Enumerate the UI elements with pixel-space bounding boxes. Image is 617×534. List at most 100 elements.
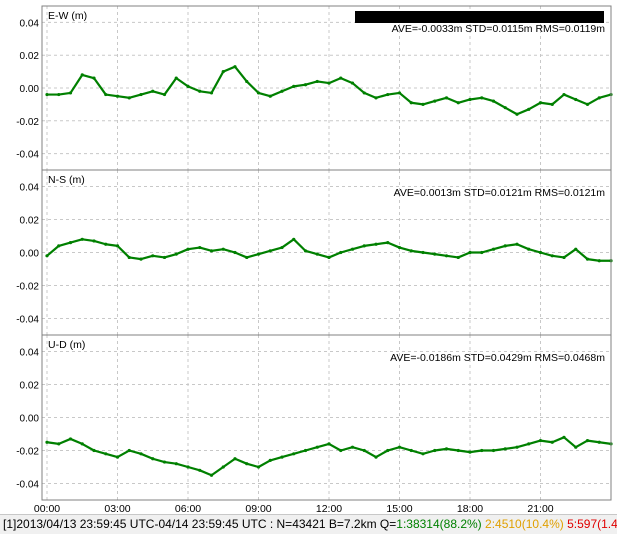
data-point	[362, 448, 366, 453]
data-point	[186, 84, 190, 88]
series-segment	[233, 251, 248, 259]
series-segment	[186, 85, 201, 93]
data-point	[562, 92, 566, 97]
data-point	[444, 96, 449, 100]
data-point	[315, 252, 319, 256]
series-segment	[163, 77, 178, 96]
data-point	[574, 445, 578, 449]
series-segment	[233, 65, 248, 83]
series-segment	[586, 439, 601, 444]
data-point	[597, 259, 601, 263]
data-point	[562, 255, 566, 260]
series-segment	[69, 73, 84, 95]
data-point	[480, 250, 484, 255]
data-point	[327, 442, 331, 446]
series-segment	[269, 246, 284, 252]
series-segment	[363, 449, 378, 459]
data-point	[57, 92, 61, 97]
series-segment	[410, 249, 425, 254]
data-point	[174, 252, 178, 256]
series-segment	[374, 449, 389, 459]
series-segment	[398, 246, 413, 252]
series-segment	[245, 80, 260, 95]
y-tick-label: -0.02	[16, 117, 39, 128]
data-point	[221, 465, 225, 469]
data-point	[350, 247, 355, 251]
series-segment	[104, 452, 119, 459]
data-point	[538, 101, 543, 105]
data-point	[444, 254, 449, 258]
series-segment	[316, 80, 331, 85]
data-point	[433, 448, 437, 453]
series-segment	[139, 452, 154, 460]
series-segment	[116, 95, 131, 99]
series-segment	[539, 101, 554, 106]
data-point	[280, 245, 284, 250]
series-segment	[198, 90, 213, 95]
data-point	[151, 89, 155, 93]
data-point	[104, 452, 108, 456]
data-point	[374, 242, 378, 246]
data-point	[550, 440, 554, 444]
series-segment	[586, 96, 601, 106]
data-point	[433, 252, 437, 256]
data-point	[221, 247, 225, 251]
data-point	[515, 242, 519, 246]
data-point	[456, 255, 460, 260]
y-tick-label: 0.02	[20, 51, 40, 62]
data-point	[68, 437, 73, 441]
data-point	[292, 237, 296, 241]
series-segment	[245, 253, 260, 259]
series-segment	[480, 248, 495, 254]
y-tick-label: 0.02	[20, 381, 40, 392]
y-tick-label: 0.00	[20, 84, 40, 95]
series-segment	[104, 243, 119, 247]
series-segment	[280, 452, 295, 459]
series-segment	[269, 90, 284, 98]
series-segment	[468, 449, 483, 454]
data-point	[92, 76, 96, 80]
data-point	[409, 249, 413, 253]
series-segment	[586, 258, 601, 262]
series-segment	[69, 437, 84, 445]
series-segment	[598, 441, 613, 445]
series-segment	[222, 248, 237, 254]
data-point	[92, 239, 96, 243]
data-point	[245, 462, 249, 466]
series-segment	[222, 65, 237, 73]
data-point	[233, 250, 237, 255]
data-point	[491, 247, 496, 251]
data-point	[386, 241, 390, 245]
data-point	[491, 448, 496, 453]
data-point	[303, 83, 308, 87]
data-point	[362, 91, 366, 95]
data-point	[209, 249, 214, 253]
y-tick-label: -0.02	[16, 282, 39, 293]
data-point	[104, 242, 108, 246]
data-point	[292, 452, 296, 456]
series-segment	[292, 449, 307, 455]
data-point	[57, 442, 61, 446]
x-tick-label: 21:00	[527, 503, 553, 514]
data-point	[503, 106, 507, 110]
series-segment	[386, 241, 401, 249]
series-segment	[327, 442, 342, 452]
data-point	[268, 249, 272, 253]
series-segment	[198, 246, 213, 252]
status-q5: 5:597(1.4%)	[567, 517, 617, 531]
series-segment	[339, 446, 354, 452]
series-segment	[116, 244, 131, 259]
series-segment	[269, 456, 284, 462]
series-segment	[515, 442, 530, 449]
data-point	[209, 91, 214, 95]
series-segment	[257, 91, 272, 98]
data-point	[574, 247, 578, 251]
series-segment	[515, 243, 530, 251]
data-point	[233, 65, 237, 69]
data-point	[339, 76, 343, 80]
series-segment	[175, 248, 190, 256]
data-point	[303, 249, 308, 253]
series-segment	[316, 253, 331, 259]
panel-stats: AVE=0.0013m STD=0.0121m RMS=0.0121m	[394, 187, 606, 199]
data-point	[139, 92, 143, 97]
